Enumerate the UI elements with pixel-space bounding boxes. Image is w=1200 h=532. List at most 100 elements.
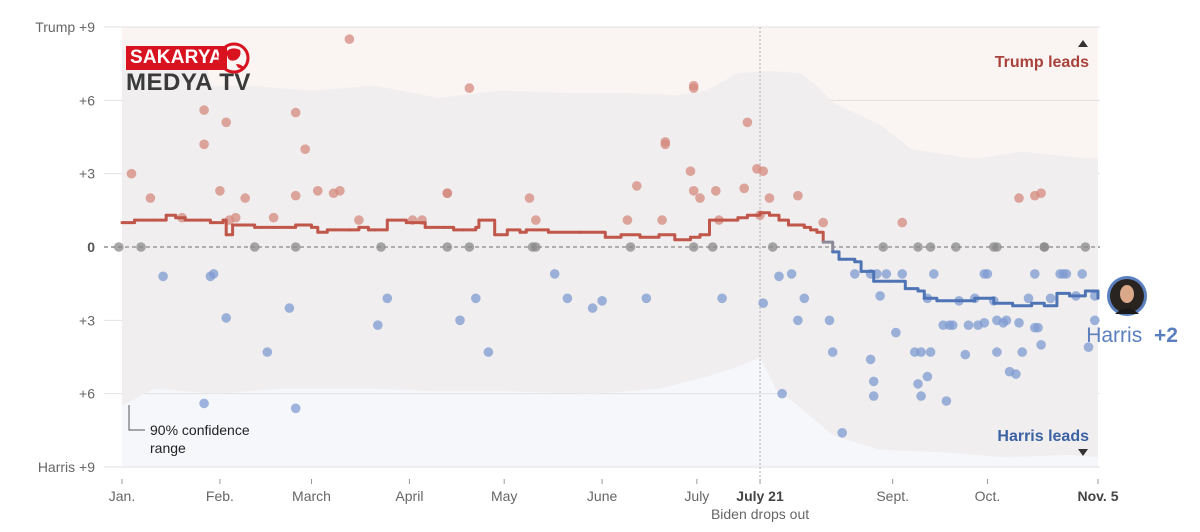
x-tick-label: Feb. (206, 488, 234, 504)
poll-dot (373, 320, 383, 331)
average-line-segment (1083, 289, 1100, 300)
poll-dot (562, 293, 573, 304)
poll-dot (688, 80, 699, 91)
poll-dot (1090, 315, 1100, 326)
poll-dot (221, 313, 231, 323)
poll-dot (641, 293, 652, 304)
poll-dot (660, 139, 671, 150)
average-line-segment (777, 218, 790, 227)
poll-dot (992, 242, 1002, 252)
poll-dot (136, 242, 146, 252)
poll-dot (916, 391, 926, 401)
poll-dot (913, 242, 923, 252)
poll-dot (979, 318, 990, 328)
up-triangle-icon (1078, 40, 1088, 47)
average-line-segment (973, 296, 996, 305)
average-line-segment (152, 213, 168, 222)
watermark-logo: SAKARYA MEDYA TV (126, 40, 256, 98)
current-value-label: Harris +2 (1086, 324, 1178, 347)
average-line-segment (815, 230, 825, 244)
poll-dot (262, 347, 273, 357)
poll-dot (114, 242, 124, 252)
poll-dot (881, 269, 892, 279)
poll-dot (793, 315, 803, 326)
poll-dot (947, 320, 958, 331)
poll-dot (824, 315, 835, 326)
poll-dot (739, 183, 749, 194)
poll-dot (799, 293, 810, 304)
poll-dot (868, 376, 879, 387)
poll-dot (742, 117, 753, 128)
poll-dot (290, 403, 301, 414)
average-line-segment (1042, 291, 1059, 308)
harris-avatar (1107, 276, 1147, 316)
poll-dot (471, 293, 481, 304)
poll-dot (1023, 293, 1034, 304)
x-tick-label: July 21 (736, 488, 784, 504)
y-tick-label: Harris +9 (38, 459, 95, 475)
globe-icon (218, 42, 250, 74)
poll-dot (657, 215, 667, 225)
poll-dot (442, 188, 453, 198)
poll-dot (868, 391, 879, 401)
poll-dot (344, 34, 355, 44)
x-tick-sublabel-line1: Biden (711, 506, 747, 522)
poll-dot (717, 293, 727, 304)
poll-dot (695, 193, 705, 203)
confidence-band (104, 49, 1100, 458)
average-line-segment (493, 228, 509, 237)
y-tick-label: +6 (79, 386, 95, 402)
average-line-segment (888, 279, 907, 291)
poll-dot (1039, 242, 1050, 252)
poll-dot (1080, 242, 1091, 252)
poll-dot (837, 428, 847, 438)
poll-dot (158, 271, 168, 282)
average-line-segment (821, 240, 835, 254)
poll-dot (878, 242, 888, 252)
poll-dot (767, 242, 778, 252)
poll-dot (531, 242, 541, 252)
poll-dot (758, 166, 768, 176)
poll-dot (464, 242, 475, 252)
y-tick-label: Trump +9 (35, 19, 95, 35)
poll-dot (865, 354, 876, 365)
poll-dot (199, 105, 209, 115)
poll-dot (455, 315, 465, 326)
poll-dot (992, 347, 1002, 357)
poll-dots (114, 34, 1100, 438)
poll-dot (764, 193, 775, 203)
poll-dot (290, 242, 301, 252)
down-triangle-icon (1078, 449, 1088, 456)
poll-dot (1036, 188, 1046, 198)
ci-callout-line (128, 405, 145, 431)
poll-dot (929, 269, 939, 279)
poll-dot (1033, 322, 1043, 333)
x-tick-label: Nov. 5 (1078, 488, 1119, 504)
x-axis: Jan. Feb. March April May June July July 21 Bide… (109, 479, 1119, 522)
poll-dot (916, 347, 926, 357)
y-tick-label: +3 (79, 312, 95, 328)
average-line-segment (474, 218, 481, 229)
poll-dot (268, 212, 279, 223)
poll-dot (1011, 369, 1021, 379)
poll-dot (335, 186, 345, 196)
poll-dot (818, 217, 828, 228)
poll-dot (1061, 269, 1072, 279)
average-line-segment (373, 218, 389, 232)
poll-dot (1014, 193, 1024, 203)
poll-dot (1083, 342, 1094, 353)
average-line-segment (404, 221, 427, 229)
poll-dot (313, 186, 323, 196)
poll-dot (941, 396, 952, 406)
average-line-segment (221, 218, 228, 237)
watermark-line2: MEDYA TV (126, 69, 251, 96)
x-tick-label: Oct. (975, 488, 1001, 504)
poll-dot (215, 186, 225, 196)
average-line (120, 211, 1100, 308)
poll-dot (897, 269, 907, 279)
poll-dot (549, 269, 560, 279)
poll-dot (290, 107, 301, 118)
y-tick-label: +6 (79, 92, 95, 108)
poll-dot (963, 320, 974, 331)
